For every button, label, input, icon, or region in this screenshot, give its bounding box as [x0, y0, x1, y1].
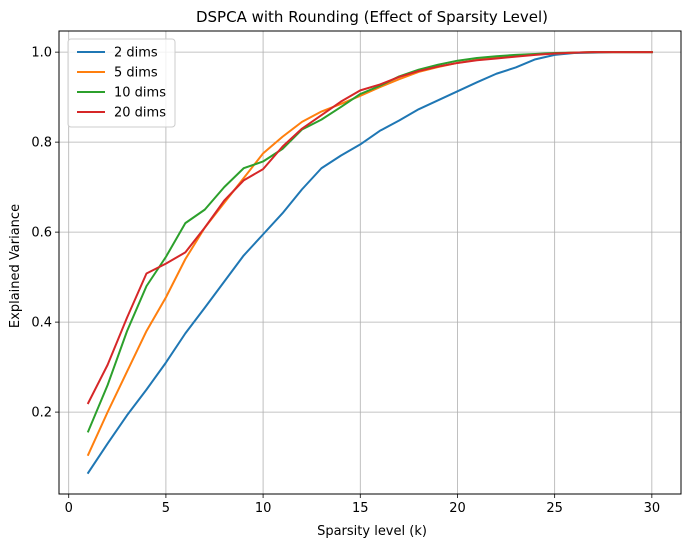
legend-label-10-dims: 10 dims — [114, 86, 166, 101]
y-tick-label: 0.8 — [31, 136, 52, 151]
legend-label-2-dims: 2 dims — [114, 46, 158, 61]
y-tick-label: 0.4 — [31, 316, 52, 331]
x-tick-label: 15 — [352, 501, 369, 516]
series-line-2-dims — [86, 51, 653, 475]
plot-frame — [58, 30, 682, 495]
series-line-20-dims — [86, 51, 653, 405]
y-axis-label: Explained Variance — [8, 204, 23, 328]
x-tick-label: 20 — [449, 501, 466, 516]
axis-ticks: 0 5 10 15 20 25 30 0.2 0.4 0.6 0.8 1.0 — [31, 46, 660, 516]
x-tick-label: 5 — [162, 501, 170, 516]
y-tick-label: 1.0 — [31, 46, 52, 61]
legend-label-20-dims: 20 dims — [114, 106, 166, 121]
legend: 2 dims 5 dims 10 dims 20 dims — [67, 38, 176, 128]
y-tick-label: 0.2 — [31, 406, 52, 421]
chart-title: DSPCA with Rounding (Effect of Sparsity … — [196, 8, 548, 26]
x-tick-label: 0 — [65, 501, 73, 516]
x-axis-label: Sparsity level (k) — [317, 524, 427, 539]
x-tick-label: 30 — [644, 501, 661, 516]
legend-label-5-dims: 5 dims — [114, 66, 158, 81]
x-tick-label: 25 — [546, 501, 563, 516]
x-tick-label: 10 — [255, 501, 272, 516]
series-lines — [86, 51, 653, 475]
y-tick-label: 0.6 — [31, 226, 52, 241]
legend-box — [67, 38, 176, 128]
